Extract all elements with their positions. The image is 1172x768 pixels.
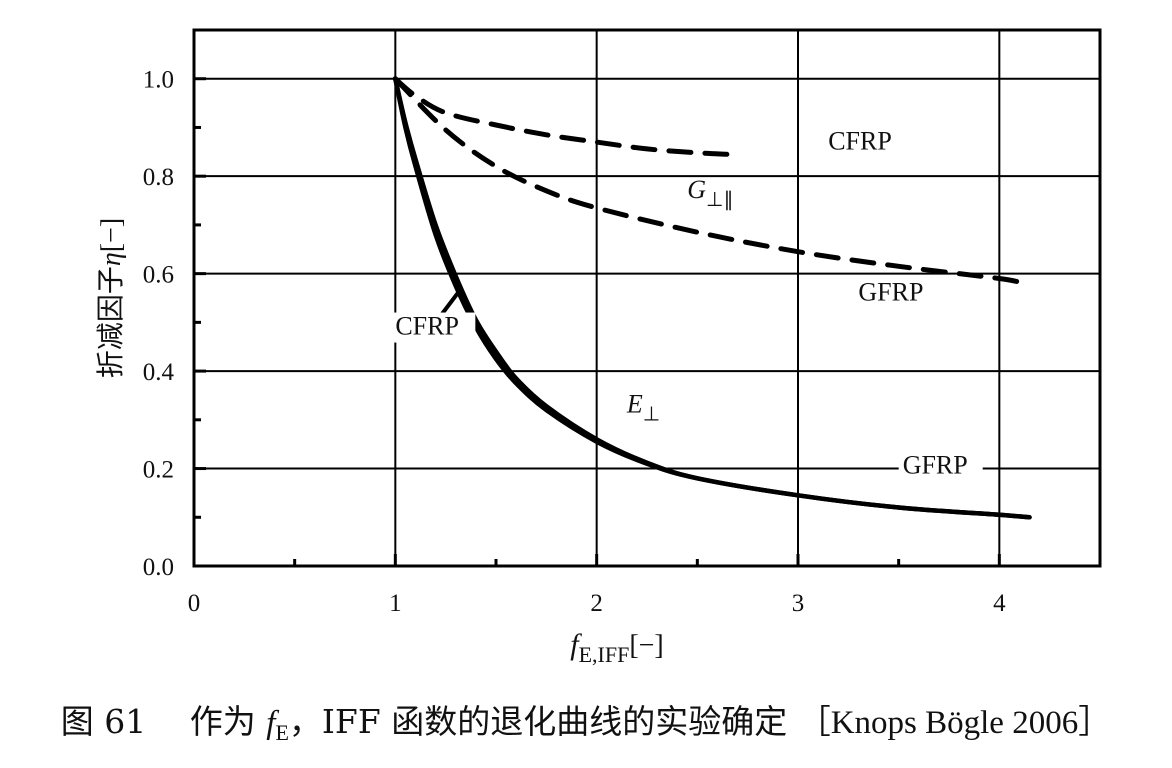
y-axis-text: 折减因子 [94, 266, 127, 378]
caption-suffix: ］ [1078, 702, 1112, 741]
y-axis-var: η [96, 252, 127, 266]
series-line-1 [392, 76, 1026, 286]
figure-caption: 图 61 作为 fE，IFF 函数的退化曲线的实验确定 ［Knops Bögle… [0, 695, 1172, 746]
annotation-label-0: CFRP [828, 126, 892, 155]
x-axis-unit: [−] [629, 630, 663, 661]
x-tick-label: 3 [792, 590, 805, 617]
annotation-label-1: G⊥∥ [687, 175, 733, 211]
caption-var: f [266, 705, 276, 741]
y-axis-label: 折减因子η[−] [94, 218, 127, 378]
annotation-backdrop [898, 451, 983, 482]
plot-frame [192, 28, 1102, 568]
x-tick-label: 0 [188, 590, 201, 617]
series-line-0 [392, 76, 730, 157]
y-tick-label: 0.6 [143, 262, 174, 289]
x-axis-label: fE,IFF[−] [570, 628, 664, 667]
annotation-label-5: GFRP [903, 450, 968, 479]
data-curves [392, 76, 1032, 520]
grid-lines [194, 30, 1100, 566]
chart: 0 1 2 3 4 0.0 0.2 0.4 0.6 0.8 1.0 CFRP G⊥∥ GFRP CFRP E… [94, 28, 1102, 667]
x-tick-label: 4 [993, 590, 1006, 617]
y-axis-unit: [−] [96, 218, 127, 252]
annotation-label-3: CFRP [395, 312, 459, 341]
caption-middle: ，IFF 函数的退化曲线的实验确定 ［ [288, 702, 831, 741]
annotation-backdrop [391, 312, 476, 343]
tick-labels: 0 1 2 3 4 0.0 0.2 0.4 0.6 0.8 1.0 [143, 67, 1006, 617]
annotation-label-2: GFRP [858, 277, 923, 306]
x-tick-label: 2 [590, 590, 603, 617]
x-tick-label: 1 [389, 590, 402, 617]
annotation-backdrop [854, 278, 939, 309]
axis-ticks [192, 28, 1001, 568]
y-tick-label: 0.8 [143, 164, 174, 191]
x-axis-sub: E,IFF [579, 642, 630, 667]
caption-sub: E [275, 720, 289, 745]
annotation-backdrop [824, 127, 909, 158]
caption-prefix: 图 61 作为 [60, 702, 267, 741]
y-tick-label: 1.0 [143, 67, 174, 94]
series-line-3 [393, 76, 1032, 520]
annotations: CFRP G⊥∥ GFRP CFRP E⊥ GFRP [391, 126, 983, 482]
y-tick-label: 0.0 [143, 554, 174, 581]
y-tick-label: 0.4 [143, 359, 175, 386]
y-tick-label: 0.2 [143, 457, 174, 484]
caption-ref: Knops Bögle 2006 [830, 705, 1079, 741]
annotation-label-4: E⊥ [626, 390, 660, 426]
